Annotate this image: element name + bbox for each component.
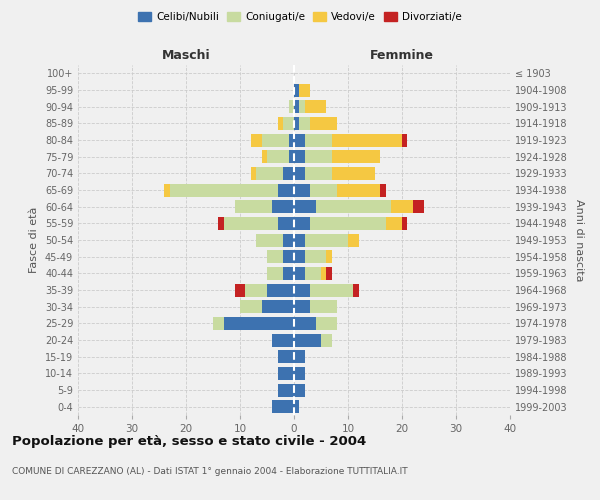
Bar — [326, 267, 332, 280]
Bar — [294, 267, 305, 280]
Bar — [310, 217, 386, 230]
Bar — [245, 284, 267, 296]
Bar — [294, 367, 305, 380]
Bar — [240, 300, 262, 313]
Bar — [294, 334, 321, 346]
Bar — [294, 134, 305, 146]
Bar — [289, 100, 294, 113]
Bar — [218, 217, 224, 230]
Bar — [332, 150, 380, 163]
Bar — [391, 200, 413, 213]
Bar — [321, 267, 326, 280]
Bar — [294, 250, 305, 263]
Bar — [267, 284, 294, 296]
Bar — [283, 167, 294, 180]
Bar — [321, 334, 332, 346]
Bar — [294, 117, 299, 130]
Bar — [235, 284, 245, 296]
Bar — [305, 150, 332, 163]
Bar — [251, 167, 256, 180]
Bar — [294, 167, 305, 180]
Bar — [278, 117, 283, 130]
Bar — [310, 300, 337, 313]
Bar — [272, 200, 294, 213]
Bar — [310, 184, 337, 196]
Bar — [305, 267, 321, 280]
Text: Maschi: Maschi — [161, 48, 211, 62]
Text: Femmine: Femmine — [370, 48, 434, 62]
Bar — [289, 150, 294, 163]
Bar — [235, 200, 272, 213]
Text: Popolazione per età, sesso e stato civile - 2004: Popolazione per età, sesso e stato civil… — [12, 435, 366, 448]
Bar — [278, 184, 294, 196]
Bar — [170, 184, 278, 196]
Bar — [267, 250, 283, 263]
Bar — [402, 134, 407, 146]
Bar — [278, 350, 294, 363]
Bar — [413, 200, 424, 213]
Bar — [283, 267, 294, 280]
Bar — [299, 117, 310, 130]
Bar — [283, 117, 294, 130]
Bar — [294, 384, 305, 396]
Bar — [332, 167, 375, 180]
Bar — [278, 384, 294, 396]
Bar — [299, 84, 310, 96]
Y-axis label: Fasce di età: Fasce di età — [29, 207, 39, 273]
Bar — [294, 100, 299, 113]
Bar — [224, 317, 294, 330]
Bar — [224, 217, 278, 230]
Bar — [332, 134, 402, 146]
Bar — [262, 134, 289, 146]
Bar — [256, 167, 283, 180]
Bar — [294, 200, 316, 213]
Bar — [294, 184, 310, 196]
Bar — [305, 100, 326, 113]
Bar — [272, 334, 294, 346]
Bar — [256, 234, 283, 246]
Y-axis label: Anni di nascita: Anni di nascita — [574, 198, 584, 281]
Bar — [316, 200, 391, 213]
Bar — [294, 400, 299, 413]
Bar — [213, 317, 224, 330]
Bar — [305, 250, 326, 263]
Bar — [305, 234, 348, 246]
Bar — [294, 300, 310, 313]
Bar — [294, 350, 305, 363]
Bar — [283, 234, 294, 246]
Bar — [283, 250, 294, 263]
Bar — [267, 267, 283, 280]
Bar — [294, 150, 305, 163]
Bar — [164, 184, 170, 196]
Bar — [326, 250, 332, 263]
Bar — [353, 284, 359, 296]
Bar — [267, 150, 289, 163]
Bar — [305, 134, 332, 146]
Bar — [380, 184, 386, 196]
Bar — [262, 300, 294, 313]
Bar — [305, 167, 332, 180]
Bar — [294, 284, 310, 296]
Bar — [289, 134, 294, 146]
Legend: Celibi/Nubili, Coniugati/e, Vedovi/e, Divorziati/e: Celibi/Nubili, Coniugati/e, Vedovi/e, Di… — [134, 8, 466, 26]
Bar — [337, 184, 380, 196]
Bar — [294, 217, 310, 230]
Bar — [348, 234, 359, 246]
Bar — [294, 317, 316, 330]
Bar — [294, 234, 305, 246]
Text: COMUNE DI CAREZZANO (AL) - Dati ISTAT 1° gennaio 2004 - Elaborazione TUTTITALIA.: COMUNE DI CAREZZANO (AL) - Dati ISTAT 1°… — [12, 468, 407, 476]
Bar — [310, 117, 337, 130]
Bar — [262, 150, 267, 163]
Bar — [299, 100, 305, 113]
Bar — [272, 400, 294, 413]
Bar — [278, 217, 294, 230]
Bar — [402, 217, 407, 230]
Bar — [294, 84, 299, 96]
Bar — [310, 284, 353, 296]
Bar — [278, 367, 294, 380]
Bar — [251, 134, 262, 146]
Bar — [386, 217, 402, 230]
Bar — [316, 317, 337, 330]
